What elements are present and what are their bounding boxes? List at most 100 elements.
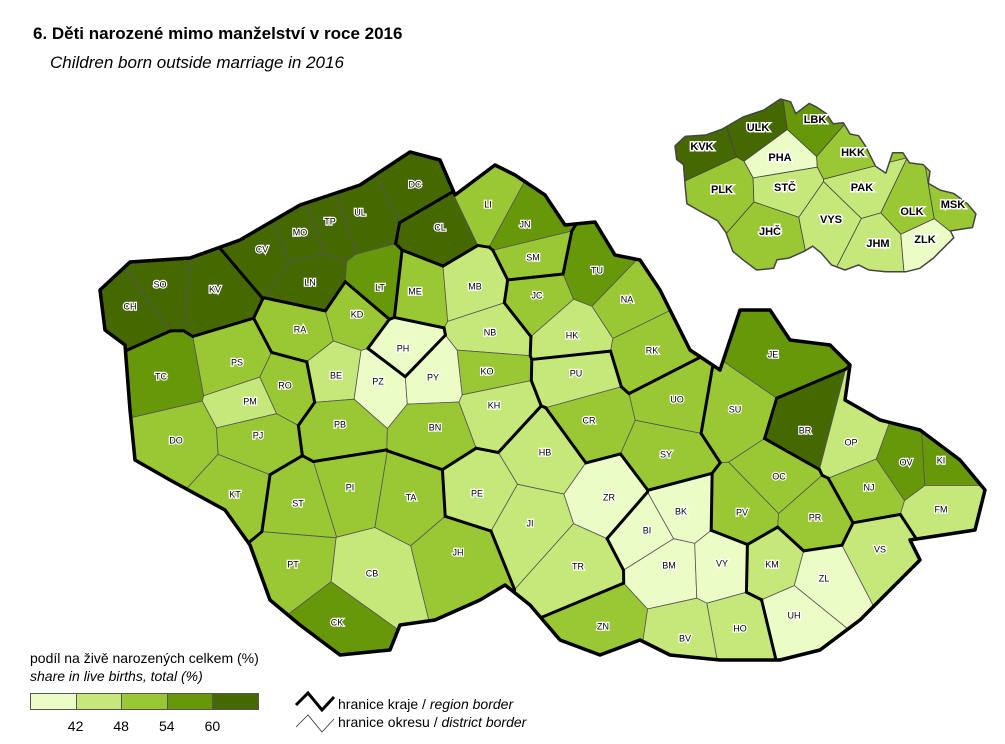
region-border: [472, 629, 512, 660]
region-border: [802, 543, 844, 553]
district-label: SM: [526, 252, 540, 262]
region-ZLK[interactable]: [900, 218, 1000, 700]
district-label: ME: [408, 286, 422, 296]
district-label: OV: [899, 457, 912, 467]
region-border: [311, 448, 389, 464]
region-border: [744, 543, 749, 594]
legend-break-label: 42: [67, 718, 84, 734]
region-border: [744, 590, 764, 602]
region-border: [300, 454, 315, 464]
district-label: BK: [675, 506, 687, 516]
region-border: [400, 248, 445, 268]
district-label: UH: [788, 610, 801, 620]
district-label: DC: [409, 179, 422, 189]
district-label: PV: [736, 507, 748, 517]
district-label: TA: [406, 492, 417, 502]
district-label: SY: [660, 449, 672, 459]
region-border: [182, 329, 195, 338]
district-label: ZR: [603, 492, 615, 502]
region-border: [584, 452, 622, 465]
district-label: TR: [572, 561, 584, 571]
legend-title-cz: podíl na živě narozených celkem (%): [30, 650, 259, 666]
district-label: RO: [278, 380, 292, 390]
legend-swatch-2: [75, 693, 123, 710]
region-border: [711, 349, 717, 357]
region-border: [763, 437, 822, 472]
district-label: CR: [583, 415, 596, 425]
district-label: SU: [729, 404, 742, 414]
region-label: HKK: [841, 147, 865, 159]
district-label: BE: [330, 370, 342, 380]
district-label: PJ: [253, 430, 264, 440]
region-label: JHM: [866, 238, 889, 250]
region-border: [710, 461, 722, 475]
district-label: CK: [331, 617, 344, 627]
region-border: [898, 512, 985, 660]
district-label: FM: [935, 504, 948, 514]
region-border: [366, 346, 407, 379]
district-label: JC: [532, 290, 544, 300]
region-outline: [674, 98, 977, 273]
district-label: CB: [366, 568, 379, 578]
region-border-label: hranice kraje / region border: [338, 696, 514, 712]
region-border: [474, 446, 500, 454]
district-label: MB: [468, 281, 482, 291]
district-label: KD: [351, 309, 364, 319]
district-label: KM: [765, 559, 779, 569]
district-label: PT: [287, 559, 299, 569]
region-border: [260, 473, 272, 534]
region-label: ZLK: [914, 234, 935, 246]
region-label: STČ: [774, 181, 796, 194]
district-label: LN: [304, 277, 316, 287]
region-border: [385, 449, 444, 472]
region-border: [394, 242, 404, 252]
district-label: PM: [243, 396, 257, 406]
legend-break-label: 54: [159, 718, 175, 734]
district-label: DO: [169, 435, 183, 445]
district-label: LT: [375, 282, 385, 292]
district-label: TU: [591, 265, 603, 275]
region-border: [343, 280, 391, 321]
district-label: TP: [324, 216, 336, 226]
district-DO[interactable]: [60, 400, 219, 629]
district-label: OP: [844, 437, 857, 447]
map-subtitle: Children born outside marriage in 2016: [50, 53, 344, 72]
district-label: PE: [471, 488, 483, 498]
region-border: [496, 404, 543, 454]
region-border: [392, 315, 446, 330]
region-border: [709, 528, 749, 547]
district-label: CH: [124, 301, 137, 311]
district-label: JH: [453, 547, 464, 557]
region-JHČ[interactable]: [318, 201, 817, 700]
region-border: [296, 400, 317, 427]
region-label: PAK: [851, 182, 873, 194]
region-border: [506, 272, 565, 282]
district-label: CV: [256, 244, 269, 254]
region-border: [745, 525, 780, 547]
region-border: [270, 350, 309, 364]
district-label: RK: [646, 345, 659, 355]
region-border: [398, 190, 454, 225]
region-border: [441, 243, 480, 268]
region-border: [502, 278, 510, 305]
district-label: KV: [209, 284, 221, 294]
region-border: [699, 431, 722, 465]
region-border: [392, 248, 404, 319]
region-label: MSK: [941, 199, 966, 211]
region-border: [489, 529, 517, 592]
district-label: MO: [293, 227, 308, 237]
district-label: BM: [662, 560, 676, 570]
region-border: [529, 379, 543, 408]
district-label: OC: [772, 471, 786, 481]
legend-swatch-3: [121, 693, 168, 710]
map-title: 6. Děti narozené mimo manželství v roce …: [33, 24, 403, 43]
district-FM[interactable]: [899, 485, 1000, 667]
district-label: RA: [294, 324, 307, 334]
region-label: OLK: [900, 206, 923, 218]
region-border: [323, 280, 347, 313]
region-border: [544, 406, 588, 465]
region-border: [476, 243, 491, 249]
region-border: [252, 316, 274, 354]
district-label: NB: [484, 327, 497, 337]
